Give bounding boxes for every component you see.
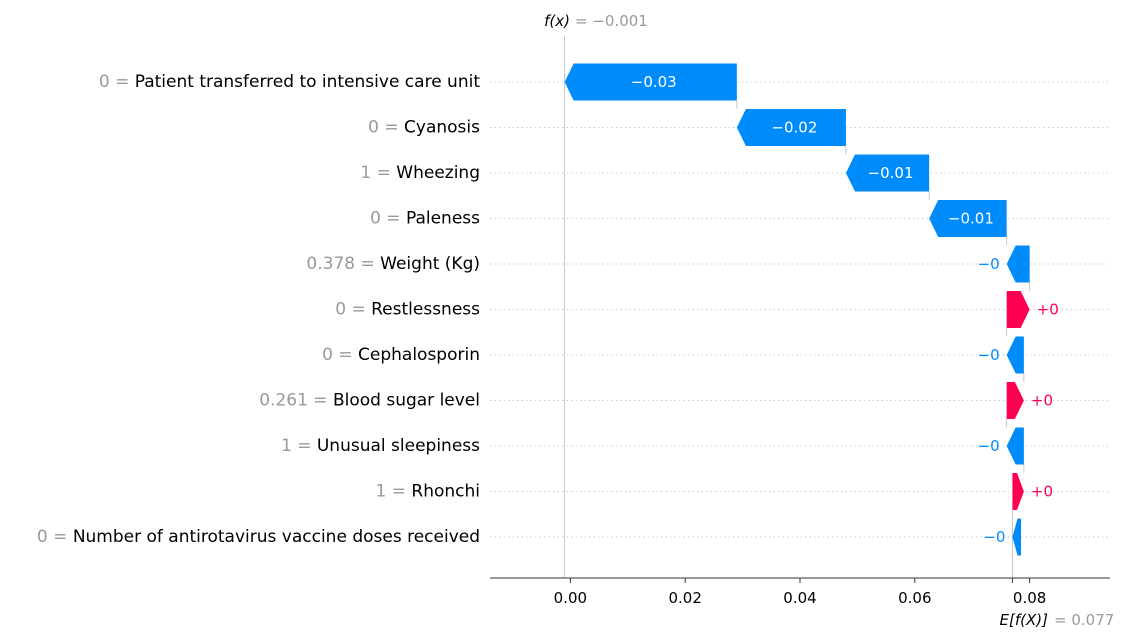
feature-value: 0.378 (306, 254, 355, 274)
contribution-bar (736, 109, 846, 146)
fx-value: = −0.001 (575, 12, 648, 30)
x-tick-label: 0.06 (898, 589, 931, 607)
feature-value: 0 (37, 527, 48, 547)
x-tick-label: 0.00 (554, 589, 587, 607)
bar-value-label: −0 (978, 255, 1000, 273)
feature-name: Cephalosporin (358, 345, 480, 365)
contribution-bar (1006, 382, 1024, 419)
feature-value: 0 (335, 300, 346, 320)
bar-value-label: −0 (978, 346, 1000, 364)
x-tick-label: 0.08 (1013, 589, 1046, 607)
feature-equals: = (355, 254, 380, 274)
feature-name: Unusual sleepiness (317, 436, 480, 456)
bar-value-label: +0 (1031, 483, 1053, 501)
feature-label: 0 = Restlessness (335, 300, 480, 320)
bar-value-label: −0 (978, 437, 1000, 455)
feature-name: Weight (Kg) (380, 254, 480, 274)
feature-value: 1 (360, 163, 371, 183)
feature-name: Cyanosis (404, 118, 480, 138)
feature-equals: = (379, 118, 404, 138)
efx-footer: E[f(X)] = 0.077 (1000, 611, 1115, 629)
feature-label: 0 = Number of antirotavirus vaccine dose… (37, 527, 480, 547)
feature-value: 1 (281, 436, 292, 456)
feature-equals: = (308, 391, 333, 411)
contribution-bar (845, 154, 930, 192)
feature-value: 0 (368, 118, 379, 138)
bar-value-label: −0 (983, 528, 1005, 546)
feature-equals: = (48, 527, 73, 547)
feature-name: Number of antirotavirus vaccine doses re… (73, 527, 480, 547)
bar-value-label: −0.03 (631, 73, 677, 91)
feature-name: Patient transferred to intensive care un… (135, 72, 481, 92)
feature-label: 1 = Rhonchi (376, 482, 481, 502)
feature-labels: 0 = Patient transferred to intensive car… (37, 72, 480, 547)
contribution-bar (1006, 245, 1030, 283)
feature-value: 0 (99, 72, 110, 92)
feature-value: 1 (376, 482, 387, 502)
reference-lines (564, 36, 1031, 578)
feature-equals: = (371, 163, 396, 183)
feature-equals: = (110, 72, 135, 92)
x-tick-label: 0.02 (668, 589, 701, 607)
fx-header: f(x) = −0.001 (544, 12, 648, 30)
feature-name: Rhonchi (411, 482, 480, 502)
contribution-bar (1006, 427, 1024, 465)
bar-value-label: −0.01 (868, 164, 914, 182)
x-tick-label: 0.04 (783, 589, 816, 607)
feature-equals: = (346, 300, 371, 320)
feature-label: 0 = Cyanosis (368, 118, 480, 138)
bar-value-label: +0 (1037, 301, 1059, 319)
contribution-bar (929, 200, 1007, 237)
feature-label: 0.261 = Blood sugar level (259, 391, 480, 411)
feature-value: 0 (322, 345, 333, 365)
feature-name: Blood sugar level (333, 391, 480, 411)
contribution-bar (1012, 473, 1024, 510)
contribution-bars: −0.03 −0.02 −0.01 −0.01 −0 +0 −0 +0 −0 +0 −0 (564, 63, 1059, 556)
contribution-bar (564, 63, 737, 101)
feature-value: 0 (370, 209, 381, 229)
bar-value-label: −0.02 (771, 119, 817, 137)
contribution-bar (1006, 336, 1024, 374)
feature-equals: = (333, 345, 358, 365)
feature-name: Wheezing (396, 163, 480, 183)
fx-label: f(x) (544, 12, 570, 30)
feature-value: 0.261 (259, 391, 308, 411)
bar-value-label: +0 (1031, 392, 1053, 410)
feature-label: 1 = Wheezing (360, 163, 480, 183)
feature-label: 0 = Paleness (370, 209, 480, 229)
feature-name: Restlessness (371, 300, 480, 320)
contribution-bar (1012, 518, 1022, 556)
feature-label: 0 = Cephalosporin (322, 345, 480, 365)
feature-name: Paleness (406, 209, 480, 229)
bar-value-label: −0.01 (948, 210, 994, 228)
feature-label: 0.378 = Weight (Kg) (306, 254, 480, 274)
x-axis: 0.00 0.02 0.04 0.06 0.08 (490, 577, 1110, 607)
feature-equals: = (386, 482, 411, 502)
efx-value: = 0.077 (1054, 611, 1114, 629)
contribution-bar (1006, 291, 1030, 328)
efx-label: E[f(X)] (1000, 611, 1049, 629)
feature-label: 1 = Unusual sleepiness (281, 436, 480, 456)
feature-equals: = (381, 209, 406, 229)
feature-label: 0 = Patient transferred to intensive car… (99, 72, 480, 92)
feature-equals: = (292, 436, 317, 456)
